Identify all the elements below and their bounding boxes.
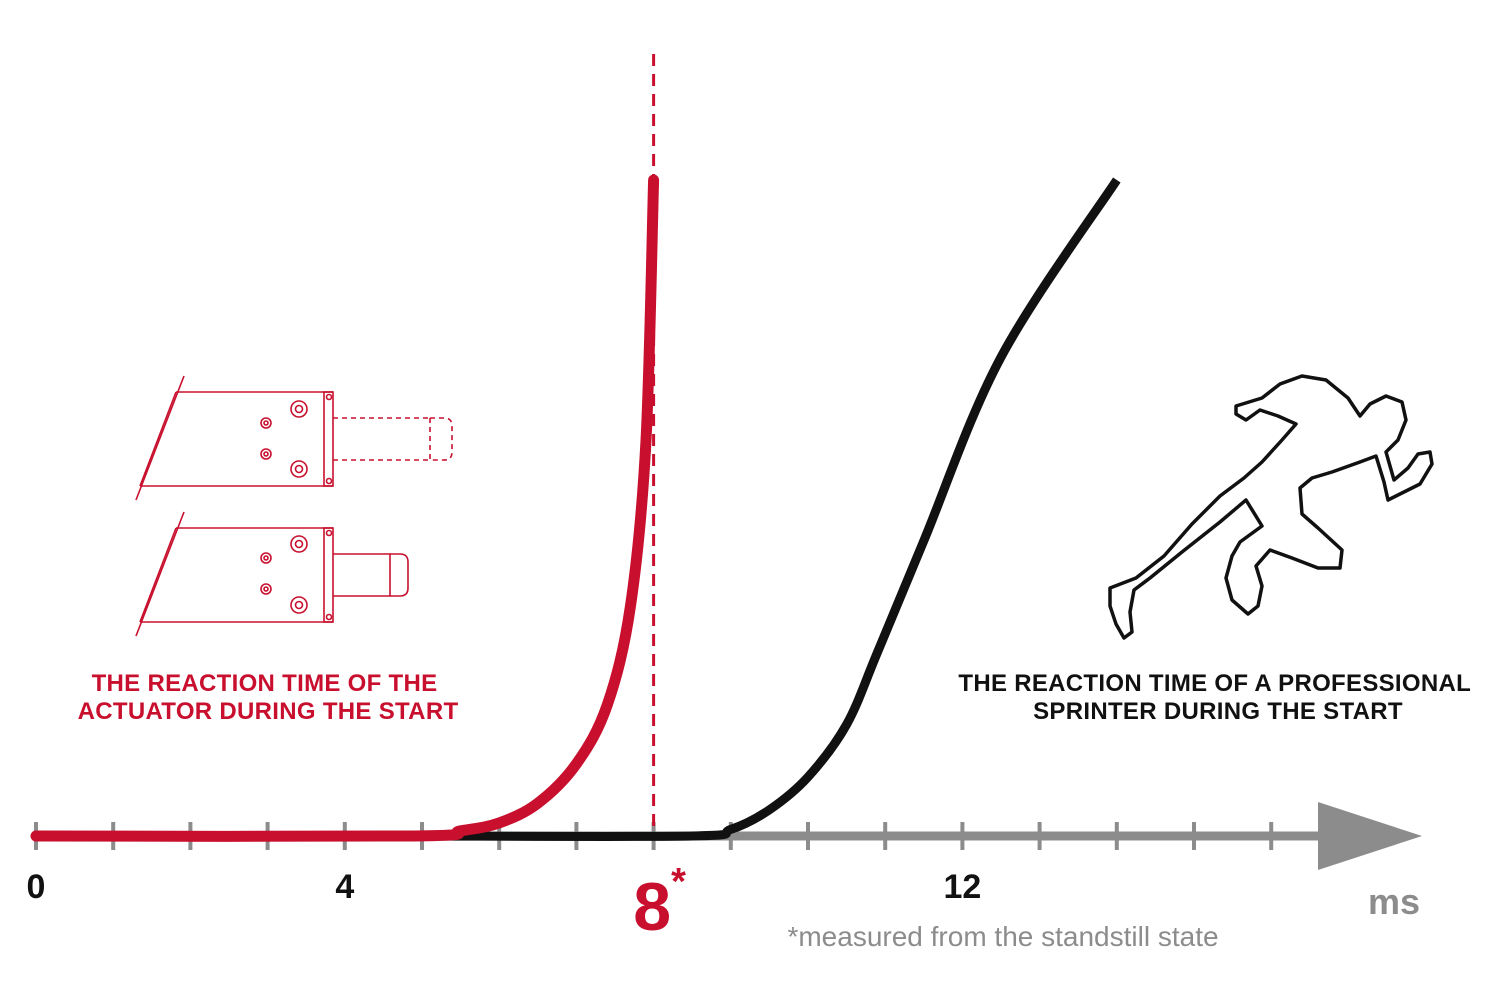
x-axis-tick-label: 0 <box>27 868 46 906</box>
marker-footnote: *measured from the standstill state <box>787 921 1218 952</box>
marker-asterisk: * <box>671 861 686 903</box>
actuator-retracted-icon <box>135 511 409 637</box>
series-label-actuator-line-1: THE REACTION TIME OF THE <box>92 670 438 697</box>
series-line-sprinter <box>421 177 1121 841</box>
x-axis-tick-label: 4 <box>335 868 354 906</box>
marker-label: 8* <box>633 861 686 945</box>
series-label-actuator-line-2: ACTUATOR DURING THE START <box>78 698 459 725</box>
x-axis-tick-label: 12 <box>943 868 981 906</box>
running-sprinter-icon <box>1108 374 1434 640</box>
x-axis-unit-label: ms <box>1368 881 1420 922</box>
x-axis: 0 4 12 ms <box>27 802 1422 922</box>
marker-value: 8 <box>633 869 671 945</box>
series-label-sprinter: THE REACTION TIME OF A PROFESSIONAL SPRI… <box>958 670 1477 725</box>
linear-actuator-icon <box>135 375 453 637</box>
series-label-actuator: THE REACTION TIME OF THE ACTUATOR DURING… <box>78 670 459 725</box>
x-axis-tick-labels: 0 4 12 <box>27 868 982 906</box>
series-label-sprinter-line-1: THE REACTION TIME OF A PROFESSIONAL <box>958 670 1470 697</box>
x-axis-arrowhead <box>1318 802 1422 870</box>
series-line-actuator <box>30 174 660 842</box>
actuator-extended-icon <box>135 375 453 501</box>
series-label-sprinter-line-2: SPRINTER DURING THE START <box>1033 698 1403 725</box>
